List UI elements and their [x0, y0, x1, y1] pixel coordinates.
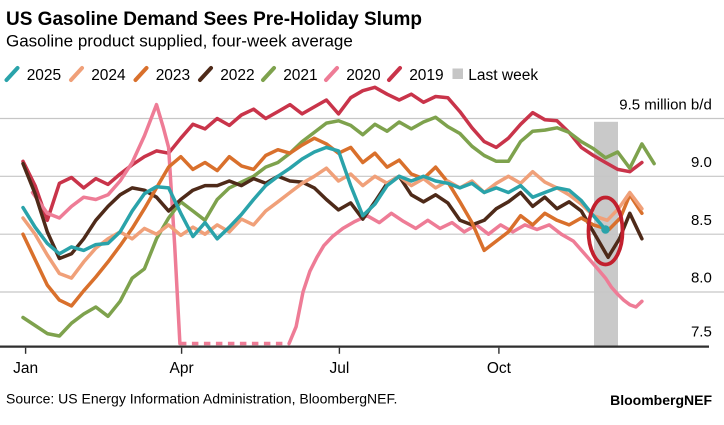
svg-text:2023: 2023 [156, 67, 190, 84]
svg-text:2025: 2025 [27, 67, 61, 84]
svg-text:2019: 2019 [409, 67, 443, 84]
svg-text:Source: US Energy Information: Source: US Energy Information Administra… [6, 390, 397, 406]
svg-text:Last week: Last week [468, 67, 538, 84]
svg-text:BloombergNEF: BloombergNEF [610, 392, 712, 408]
svg-text:Jul: Jul [329, 360, 349, 377]
svg-text:9.0: 9.0 [691, 154, 712, 171]
svg-text:7.5: 7.5 [691, 324, 712, 341]
svg-text:Apr: Apr [170, 360, 194, 377]
svg-text:9.5 million b/d: 9.5 million b/d [619, 97, 712, 114]
svg-text:Oct: Oct [487, 360, 512, 377]
svg-text:2020: 2020 [346, 67, 381, 84]
svg-text:2021: 2021 [283, 67, 317, 84]
svg-text:8.0: 8.0 [691, 270, 712, 287]
svg-text:US Gasoline Demand Sees Pre-Ho: US Gasoline Demand Sees Pre-Holiday Slum… [6, 9, 422, 30]
svg-text:2024: 2024 [91, 67, 126, 84]
svg-text:Jan: Jan [13, 360, 38, 377]
svg-text:2022: 2022 [220, 67, 254, 84]
svg-text:8.5: 8.5 [691, 212, 712, 229]
svg-text:Gasoline product supplied, fou: Gasoline product supplied, four-week ave… [6, 32, 353, 51]
